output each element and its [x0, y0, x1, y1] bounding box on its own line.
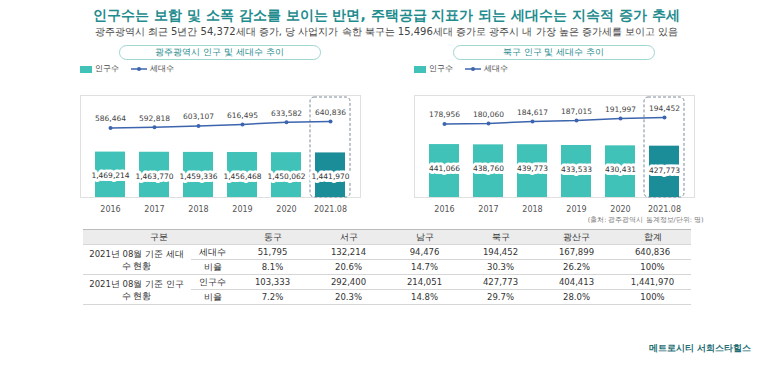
svg-text:1,459,336: 1,459,336	[179, 172, 217, 181]
html-text:100%: 100%	[640, 262, 665, 272]
svg-text:439,773: 439,773	[516, 164, 547, 173]
svg-text:184,617: 184,617	[516, 108, 547, 117]
html-text:292,400: 292,400	[330, 277, 367, 287]
html-text:서구: 서구	[339, 232, 358, 242]
html-text:인구수: 인구수	[199, 277, 226, 287]
html-text:94,476: 94,476	[409, 247, 440, 257]
svg-text:633,582: 633,582	[270, 109, 301, 118]
html-text:인구수는 보합 및 소폭 감소를 보이는 반면, 주택공급: 인구수는 보합 및 소폭 감소를 보이는 반면, 주택공급 지표가 되는 세대수…	[93, 7, 680, 23]
svg-text:1,469,214: 1,469,214	[91, 171, 129, 180]
html-text:세대수: 세대수	[483, 64, 508, 73]
html-text:194,452: 194,452	[482, 247, 519, 257]
html-text:8.1%: 8.1%	[261, 262, 284, 272]
html-text:2021년 08월 기준 세대수 현황: 2021년 08월 기준 세대수 현황	[89, 248, 184, 271]
svg-text:2019: 2019	[566, 205, 586, 214]
svg-text:2021.08: 2021.08	[647, 205, 680, 214]
html-text:합계: 합계	[643, 232, 662, 242]
svg-text:592,818: 592,818	[138, 114, 169, 123]
html-text:남구: 남구	[415, 232, 434, 242]
svg-text:2016: 2016	[434, 205, 454, 214]
html-text:26.2%: 26.2%	[563, 262, 590, 272]
svg-text:2017: 2017	[144, 205, 164, 214]
html-text:29.7%: 29.7%	[487, 292, 514, 302]
html-text:20.6%: 20.6%	[335, 262, 362, 272]
html-text:인구수: 인구수	[94, 64, 119, 73]
svg-text:2020: 2020	[610, 205, 630, 214]
svg-text:180,060: 180,060	[472, 110, 503, 119]
svg-text:441,066: 441,066	[428, 164, 459, 173]
html-text:광주광역시 최근 5년간 54,372세대 증가, 당 사업: 광주광역시 최근 5년간 54,372세대 증가, 당 사업지가 속한 북구는 …	[94, 26, 679, 37]
html-text:51,795: 51,795	[257, 247, 288, 257]
html-text:14.7%: 14.7%	[411, 262, 438, 272]
svg-text:2017: 2017	[478, 205, 498, 214]
svg-text:2018: 2018	[188, 205, 208, 214]
svg-text:616,495: 616,495	[226, 111, 257, 120]
html-text:광산구: 광산구	[563, 232, 590, 242]
svg-text:430,431: 430,431	[604, 165, 635, 174]
html-text:북구: 북구	[491, 232, 510, 242]
svg-text:2018: 2018	[522, 205, 542, 214]
svg-text:1,456,468: 1,456,468	[223, 172, 261, 181]
svg-text:191,997: 191,997	[604, 105, 635, 114]
html-text:20.3%: 20.3%	[335, 292, 362, 302]
html-text:메트로시티 서희스타힐스: 메트로시티 서희스타힐스	[648, 343, 751, 353]
html-text:100%: 100%	[640, 292, 665, 302]
html-text:광주광역시 인구 및 세대수 추이: 광주광역시 인구 및 세대수 추이	[155, 47, 284, 57]
html-text:640,836: 640,836	[634, 247, 671, 257]
html-text:구분: 구분	[149, 232, 168, 242]
html-text:비율: 비율	[203, 262, 222, 272]
svg-text:433,533: 433,533	[560, 165, 591, 174]
svg-text:2020: 2020	[276, 205, 296, 214]
html-text:세대수: 세대수	[149, 64, 174, 73]
svg-text:2019: 2019	[232, 205, 252, 214]
svg-text:640,836: 640,836	[314, 108, 345, 117]
html-text:(출처: 광주광역시 통계정보/단위: 명): (출처: 광주광역시 통계정보/단위: 명)	[587, 216, 704, 224]
html-text:1,441,970: 1,441,970	[630, 277, 675, 287]
svg-text:1,450,062: 1,450,062	[267, 172, 305, 181]
html-text:404,413: 404,413	[558, 277, 595, 287]
html-text:2021년 08월 기준 인구수 현황: 2021년 08월 기준 인구수 현황	[89, 278, 184, 301]
svg-text:194,452: 194,452	[648, 104, 679, 113]
html-text:167,899: 167,899	[558, 247, 595, 257]
html-text:30.3%: 30.3%	[487, 262, 514, 272]
html-text:132,214: 132,214	[330, 247, 367, 257]
svg-text:427,773: 427,773	[648, 166, 679, 175]
html-text:427,773: 427,773	[482, 277, 519, 287]
svg-text:2021.08: 2021.08	[313, 205, 346, 214]
svg-text:1,463,770: 1,463,770	[135, 172, 173, 181]
svg-text:1,441,970: 1,441,970	[311, 172, 349, 181]
svg-text:438,760: 438,760	[472, 164, 503, 173]
svg-text:187,015: 187,015	[560, 107, 591, 116]
html-text:동구: 동구	[263, 232, 282, 242]
svg-text:178,956: 178,956	[428, 110, 459, 119]
html-text:14.8%: 14.8%	[411, 292, 438, 302]
html-text:북구 인구 및 세대수 추이: 북구 인구 및 세대수 추이	[502, 47, 605, 57]
svg-text:2016: 2016	[100, 205, 120, 214]
html-text:7.2%: 7.2%	[261, 292, 284, 302]
html-text:103,333: 103,333	[254, 277, 291, 287]
html-text:인구수: 인구수	[428, 64, 453, 73]
html-text:비율: 비율	[203, 292, 222, 302]
html-text:214,051: 214,051	[406, 277, 443, 287]
svg-text:603,107: 603,107	[182, 112, 213, 121]
html-text:28.0%: 28.0%	[563, 292, 590, 302]
html-text:세대수: 세대수	[199, 247, 226, 257]
svg-text:586,464: 586,464	[94, 114, 125, 123]
